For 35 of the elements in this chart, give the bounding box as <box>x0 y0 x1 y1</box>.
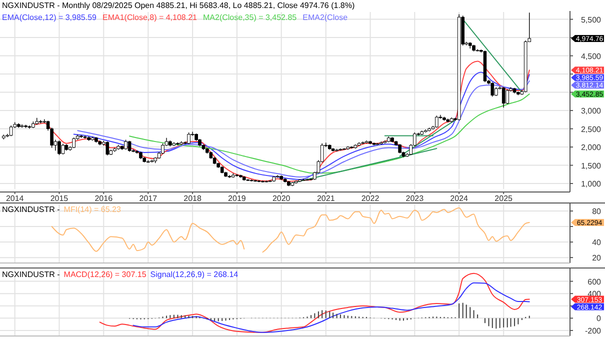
chart-title: NGXINDUSTR - <box>2 205 60 214</box>
text: EMA2(Close <box>302 13 348 22</box>
text: EMA(Close,12) = 3,985.59 <box>2 13 98 22</box>
y-tick-label: 2,000 <box>580 143 602 152</box>
x-tick-label: 2024 <box>450 194 469 203</box>
y-tick-label: 20 <box>592 254 602 263</box>
y-tick-label: 5,500 <box>580 15 602 24</box>
y-tick-label: 80 <box>592 206 602 216</box>
x-tick-label: 2023 <box>406 194 424 203</box>
y-tick-label: -200 <box>584 326 602 336</box>
x-tick-label: 2014 <box>6 194 24 203</box>
y-tick-label: 0 <box>596 314 602 324</box>
text: MA2(Close,35) = 3,452.85 <box>203 13 298 22</box>
text: MACD(12,26) = 307.15 <box>64 270 147 279</box>
y-tick-label: 40 <box>592 238 602 248</box>
y-tick-label: 2,500 <box>580 124 602 134</box>
text: Signal(12,26,9) = 268.14 <box>150 270 239 279</box>
x-tick-label: 2022 <box>361 194 380 203</box>
x-tick-label: 2021 <box>316 194 336 203</box>
x-tick-label: 2015 <box>50 194 69 203</box>
y-tick-label: 4,500 <box>580 52 602 61</box>
y-tick-label: 1,000 <box>580 180 602 189</box>
chart-title: NGXINDUSTR - <box>2 270 60 279</box>
series-label: MFI(14) = 65.23 <box>64 205 122 214</box>
x-tick-label: 2020 <box>272 194 291 203</box>
x-tick-label: 2025 <box>494 194 514 203</box>
chart-title: NGXINDUSTR - Monthly 08/29/2025 Open 4885.21, Hi 5683.48, Lo 4885.21, Close 4974.76 (1.8%) <box>2 1 355 10</box>
y-tick-label: 1,500 <box>580 161 602 170</box>
y-tick-label: 600 <box>588 277 602 286</box>
x-tick-label: 2017 <box>139 194 158 203</box>
x-tick-label: 2019 <box>228 194 246 203</box>
y-tick-label: 3,000 <box>580 106 602 116</box>
x-tick-label: 2018 <box>184 194 202 203</box>
text: EMA1(Close,8) = 4,108.21 <box>102 13 198 22</box>
x-tick-label: 2016 <box>94 194 114 203</box>
